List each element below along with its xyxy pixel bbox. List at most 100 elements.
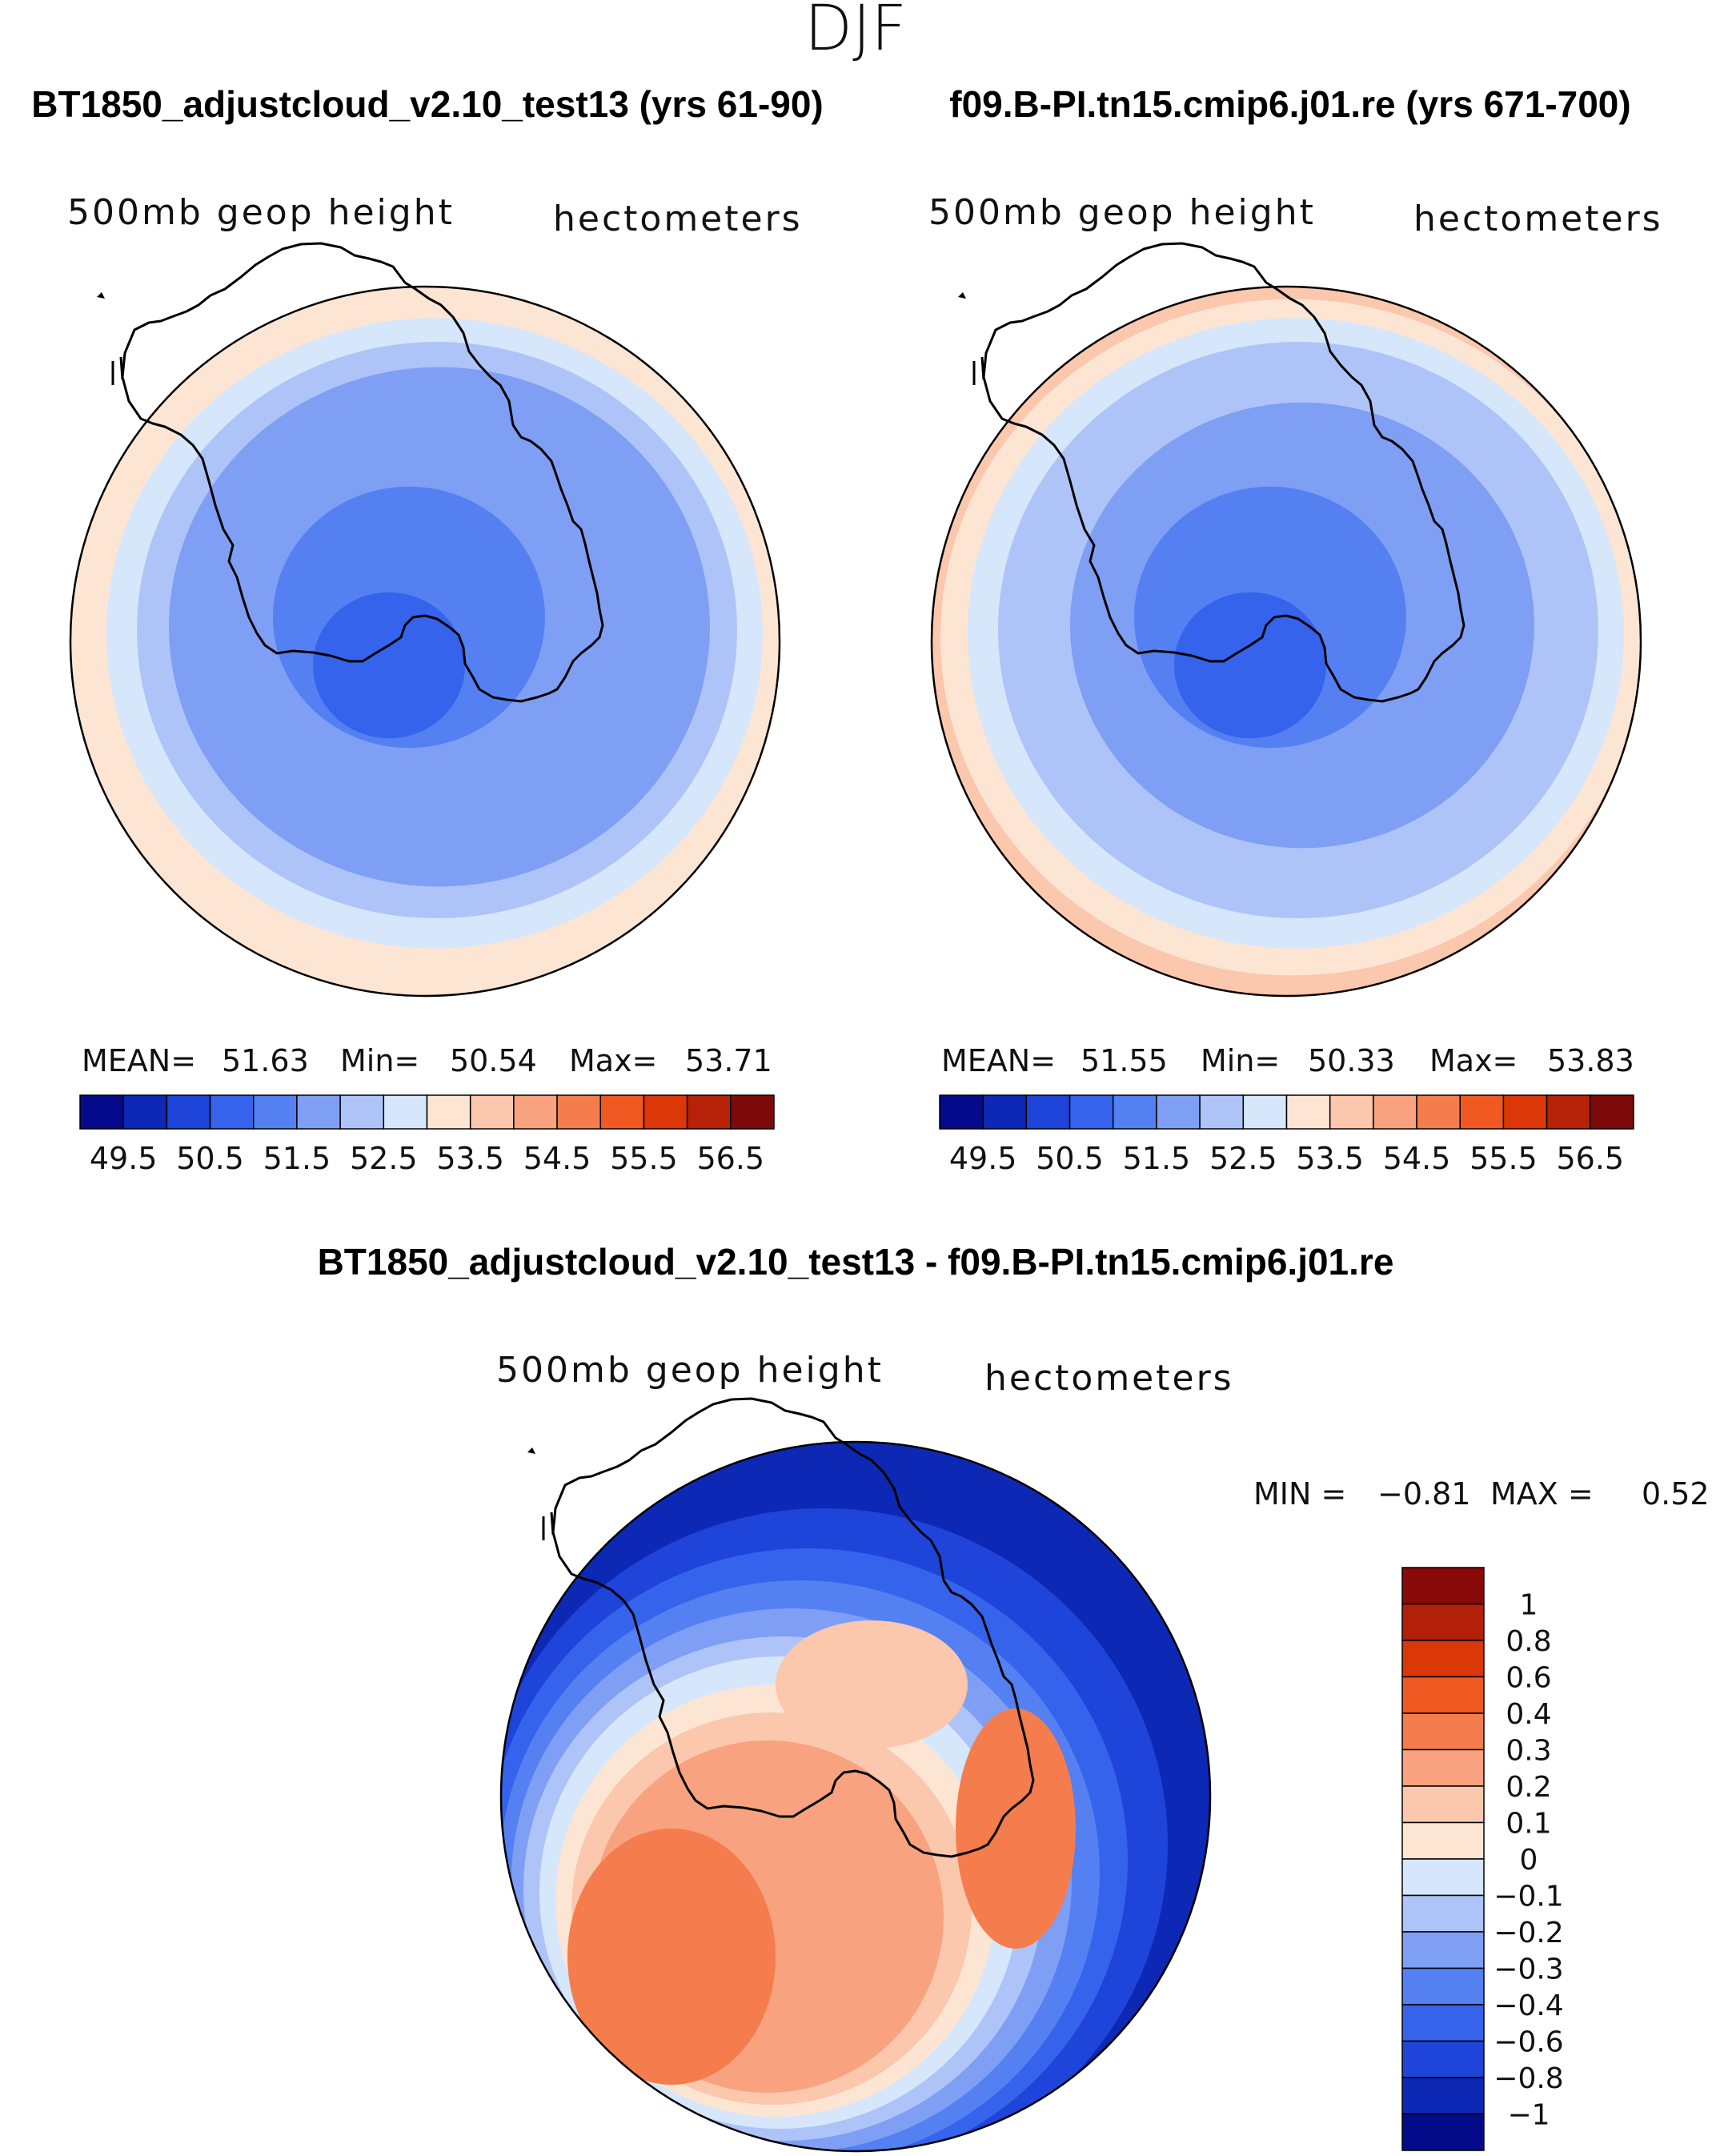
- colorbar-swatch: [1285, 1094, 1331, 1130]
- panel-b-colorbar: 49.5 50.5 51.5 52.5 53.5 54.5 55.5 56.5: [939, 1094, 1634, 1176]
- panel-c-variable-label: 500mb geop height: [496, 1350, 884, 1391]
- colorbar-tick-label: 54.5: [1383, 1141, 1451, 1176]
- colorbar-swatch: [1401, 1858, 1485, 1897]
- panel-c-coastline: [527, 1397, 1035, 1858]
- colorbar-tick-label: −0.2: [1493, 1917, 1563, 1949]
- colorbar-swatch: [1546, 1094, 1591, 1130]
- colorbar-swatch: [1199, 1094, 1245, 1130]
- panel-a-min-label: Min=: [340, 1043, 419, 1078]
- antarctica-coastline: [121, 242, 604, 703]
- panel-a-variable-label: 500mb geop height: [67, 192, 455, 233]
- colorbar-tick-label: 0.4: [1506, 1698, 1551, 1731]
- south-georgia-island: [958, 292, 966, 299]
- colorbar-swatch: [1401, 2004, 1485, 2042]
- colorbar-tick-label: 51.5: [1123, 1141, 1191, 1176]
- contour-band: [1174, 592, 1326, 739]
- colorbar-swatch: [1401, 1931, 1485, 1969]
- colorbar-swatch: [1401, 1894, 1485, 1933]
- colorbar-tick-label: 50.5: [176, 1141, 244, 1176]
- contour-band: [776, 1620, 968, 1748]
- panel-a-max-value: 53.71: [685, 1043, 772, 1078]
- south-america-tip: [542, 1512, 555, 1540]
- colorbar-tick-label: 51.5: [263, 1141, 331, 1176]
- colorbar-swatch: [1401, 1821, 1485, 1860]
- panel-c-units-label: hectometers: [984, 1358, 1234, 1399]
- south-america-tip: [972, 356, 985, 385]
- panel-b-units-label: hectometers: [1413, 199, 1663, 239]
- colorbar-swatch: [1242, 1094, 1288, 1130]
- colorbar-swatch: [1025, 1094, 1071, 1130]
- colorbar-tick-label: 0.1: [1506, 1808, 1551, 1841]
- colorbar-tick-label: 55.5: [610, 1141, 678, 1176]
- panel-a-mean-label: MEAN=: [82, 1043, 196, 1078]
- panel-b-min-label: Min=: [1201, 1043, 1280, 1078]
- colorbar-tick-label: 56.5: [1557, 1141, 1625, 1176]
- colorbar-swatch: [1401, 2040, 1485, 2078]
- panel-model-a: BT1850_adjustcloud_v2.10_test13 (yrs 61-…: [31, 83, 824, 1176]
- panel-a-units-label: hectometers: [553, 199, 803, 239]
- colorbar-tick-label: −0.1: [1493, 1881, 1563, 1913]
- colorbar-swatch: [122, 1094, 168, 1130]
- panel-b-stats: MEAN= 51.55 Min= 50.33 Max= 53.83: [941, 1043, 1634, 1078]
- colorbar-tick-label: 52.5: [350, 1141, 418, 1176]
- colorbar-swatch: [556, 1094, 601, 1130]
- panel-c-colorbar: 10.8 0.60.4 0.30.2 0.10 −0.1 −0.2 −0.3−0.4 −0.6…: [1401, 1567, 1564, 2151]
- panel-a-colorbar: 49.5 50.5 51.5 52.5 53.5 54.5 55.5 56.5: [79, 1094, 775, 1176]
- panel-b-mean-value: 51.55: [1081, 1043, 1168, 1078]
- colorbar-swatch: [686, 1094, 732, 1130]
- panel-b-mean-label: MEAN=: [941, 1043, 1056, 1078]
- colorbar-swatch: [1459, 1094, 1505, 1130]
- panel-b-title: f09.B-PI.tn15.cmip6.j01.re (yrs 671-700): [949, 83, 1630, 125]
- panel-difference: BT1850_adjustcloud_v2.10_test13 - f09.B-…: [318, 1241, 1710, 2153]
- colorbar-swatch: [1502, 1094, 1548, 1130]
- colorbar-swatch: [339, 1094, 385, 1130]
- contour-band: [313, 592, 465, 739]
- antarctica-coastline: [982, 242, 1465, 703]
- colorbar-tick-label: 1: [1520, 1589, 1538, 1622]
- colorbar-swatch: [982, 1094, 1028, 1130]
- south-georgia-island: [527, 1447, 535, 1454]
- colorbar-swatch: [469, 1094, 515, 1130]
- colorbar-tick-label: 50.5: [1036, 1141, 1104, 1176]
- colorbar-swatch: [939, 1094, 984, 1130]
- colorbar-tick-label: −0.3: [1493, 1953, 1563, 1986]
- colorbar-swatch: [1373, 1094, 1417, 1130]
- colorbar-swatch: [730, 1094, 775, 1130]
- south-america-tip: [111, 356, 124, 385]
- colorbar-tick-label: 0.8: [1506, 1625, 1551, 1658]
- panel-a-polar-map: [70, 287, 780, 996]
- colorbar-swatch: [1401, 1676, 1485, 1714]
- colorbar-tick-label: −1: [1507, 2099, 1550, 2132]
- panel-a-map-border: [69, 285, 781, 998]
- colorbar-swatch: [166, 1094, 211, 1130]
- panel-a-stats: MEAN= 51.63 Min= 50.54 Max= 53.71: [82, 1043, 772, 1078]
- panel-a-min-value: 50.54: [450, 1043, 537, 1078]
- panel-a-mean-value: 51.63: [222, 1043, 309, 1078]
- colorbar-tick-label: 0.2: [1506, 1771, 1551, 1804]
- colorbar-tick-label: 55.5: [1469, 1141, 1538, 1176]
- colorbar-swatch: [1401, 1967, 1485, 2005]
- colorbar-swatch: [383, 1094, 428, 1130]
- panel-c-min-label: MIN =: [1253, 1476, 1346, 1512]
- colorbar-swatch: [1401, 1567, 1485, 1605]
- colorbar-swatch: [1329, 1094, 1374, 1130]
- colorbar-tick-label: 53.5: [1296, 1141, 1364, 1176]
- contour-band: [567, 1829, 776, 2085]
- colorbar-tick-label: 49.5: [90, 1141, 158, 1176]
- panel-b-min-value: 50.33: [1308, 1043, 1395, 1078]
- panel-c-polar-map: [501, 1442, 1210, 2151]
- colorbar-tick-label: 52.5: [1209, 1141, 1277, 1176]
- colorbar-swatch: [1416, 1094, 1461, 1130]
- colorbar-tick-label: 56.5: [697, 1141, 765, 1176]
- colorbar-swatch: [1068, 1094, 1114, 1130]
- colorbar-swatch: [513, 1094, 558, 1130]
- panel-a-title: BT1850_adjustcloud_v2.10_test13 (yrs 61-…: [31, 83, 824, 125]
- panel-b-coastline: [958, 242, 1465, 703]
- colorbar-tick-label: 0.3: [1506, 1735, 1551, 1768]
- panel-c-title: BT1850_adjustcloud_v2.10_test13 - f09.B-…: [318, 1241, 1394, 1283]
- colorbar-swatch: [643, 1094, 688, 1130]
- panel-c-map-border: [499, 1440, 1212, 2153]
- panel-b-max-value: 53.83: [1547, 1043, 1634, 1078]
- panel-model-b: f09.B-PI.tn15.cmip6.j01.re (yrs 671-700)…: [928, 83, 1663, 1176]
